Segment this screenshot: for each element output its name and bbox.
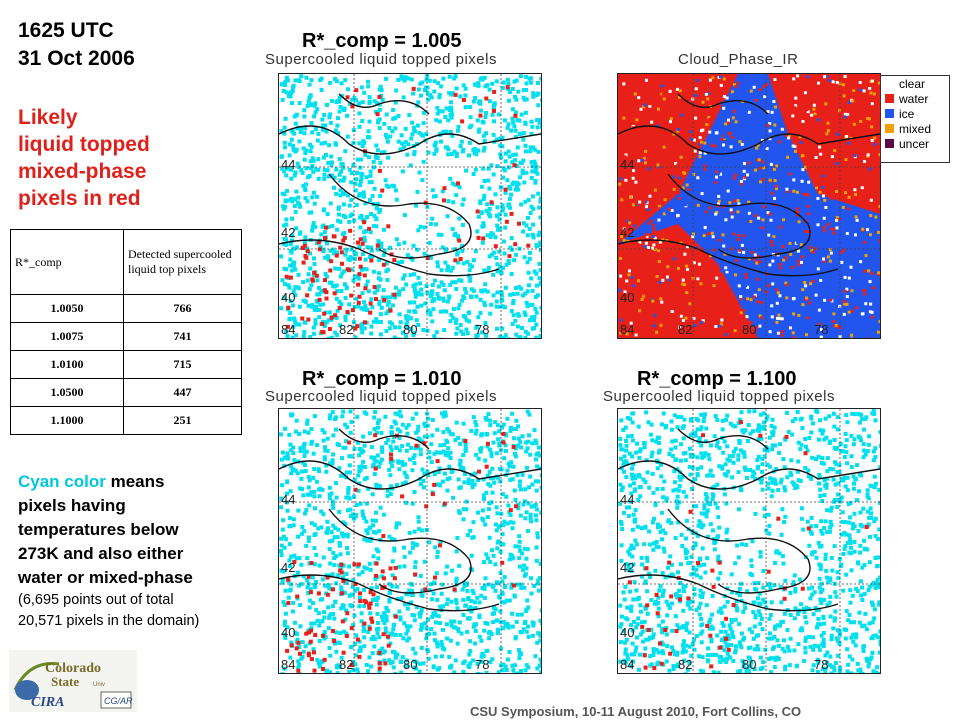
table-cell: 766 <box>123 294 242 323</box>
lat-tick-label: 40 <box>281 625 295 640</box>
lat-tick-label: 44 <box>281 492 295 507</box>
description-line: temperatures below <box>18 520 179 539</box>
lon-tick-label: 82 <box>678 322 692 337</box>
lat-tick-label: 42 <box>620 225 634 240</box>
table-row: 1.1000 251 <box>10 406 242 435</box>
legend-swatch <box>885 109 894 118</box>
lat-tick-label: 40 <box>620 290 634 305</box>
results-table: R*_comp Detected supercooled liquid top … <box>10 229 242 435</box>
panel-1-subtitle: Supercooled liquid topped pixels <box>265 51 497 68</box>
description-line: pixels having <box>18 496 126 515</box>
panel-2-subtitle: Cloud_Phase_IR <box>678 51 799 68</box>
logo-cira-text: CIRA <box>31 695 64 710</box>
lon-tick-label: 82 <box>678 657 692 672</box>
map-image: 44 42 40 84 82 80 78 <box>279 74 541 338</box>
lon-tick-label: 80 <box>403 657 417 672</box>
description-line: 273K and also either <box>18 544 184 563</box>
legend-item: ice <box>881 106 949 121</box>
legend-item: uncer <box>881 136 949 151</box>
description-line: 20,571 pixels in the domain) <box>18 613 200 629</box>
table-cell: 251 <box>123 406 242 435</box>
legend-label: water <box>899 91 929 106</box>
lon-tick-label: 82 <box>339 657 353 672</box>
lat-tick-label: 40 <box>281 290 295 305</box>
supercooled-map-1005: 44 42 40 84 82 80 78 <box>278 73 542 339</box>
red-caption-line: pixels in red <box>18 187 141 210</box>
red-caption-line: Likely <box>18 106 78 129</box>
lat-tick-label: 42 <box>620 560 634 575</box>
legend-label: clear <box>899 76 926 91</box>
lat-tick-label: 42 <box>281 225 295 240</box>
legend-swatch <box>885 79 894 88</box>
logo-cg-text: CG/AR <box>104 696 133 706</box>
table-row: 1.0075 741 <box>10 322 242 351</box>
table-cell: 1.0050 <box>10 294 124 323</box>
university-logo: Colorado State Univ CIRA CG/AR <box>9 650 137 712</box>
lon-tick-label: 78 <box>475 657 489 672</box>
lon-tick-label: 84 <box>620 322 634 337</box>
red-caption-line: liquid topped <box>18 133 150 156</box>
panel-1-label: R*_comp = 1.005 <box>302 30 462 52</box>
table-header-cell: Detected supercooled liquid top pixels <box>123 229 242 295</box>
table-row: 1.0100 715 <box>10 350 242 379</box>
cyan-word: Cyan color <box>18 472 106 491</box>
legend-swatch <box>885 124 894 133</box>
logo-icon: Colorado State Univ CIRA CG/AR <box>9 650 137 712</box>
lon-tick-label: 82 <box>339 322 353 337</box>
time-label: 1625 UTC <box>18 19 114 42</box>
legend-item: water <box>881 91 949 106</box>
table-cell: 447 <box>123 378 242 407</box>
lat-tick-label: 42 <box>281 560 295 575</box>
supercooled-map-1010: 44 42 40 84 82 80 78 <box>278 408 542 674</box>
panel-4-label: R*_comp = 1.100 <box>637 368 797 390</box>
cloud-phase-map: 44 42 40 84 82 80 78 <box>617 73 881 339</box>
table-cell: 1.0500 <box>10 378 124 407</box>
map-image: 44 42 40 84 82 80 78 <box>279 409 541 673</box>
legend-label: ice <box>899 106 915 121</box>
lon-tick-label: 78 <box>814 322 828 337</box>
red-caption-line: mixed-phase <box>18 160 147 183</box>
description-line: (6,695 points out of total <box>18 592 174 608</box>
table-cell: 1.0100 <box>10 350 124 379</box>
description-line: water or mixed-phase <box>18 568 193 587</box>
table-header-row: R*_comp Detected supercooled liquid top … <box>10 229 242 295</box>
lat-tick-label: 40 <box>620 625 634 640</box>
cyan-description: Cyan color means pixels having temperatu… <box>18 470 258 632</box>
lat-tick-label: 44 <box>620 492 634 507</box>
lon-tick-label: 84 <box>620 657 634 672</box>
table-cell: 715 <box>123 350 242 379</box>
table-header-cell: R*_comp <box>10 229 124 295</box>
panel-3-subtitle: Supercooled liquid topped pixels <box>265 388 497 405</box>
supercooled-map-1100: 44 42 40 84 82 80 78 <box>617 408 881 674</box>
legend-label: mixed <box>899 121 932 136</box>
lon-tick-label: 78 <box>814 657 828 672</box>
legend-item: clear <box>881 76 949 91</box>
lon-tick-label: 78 <box>475 322 489 337</box>
legend-swatch <box>885 94 894 103</box>
lon-tick-label: 84 <box>281 657 295 672</box>
lon-tick-label: 84 <box>281 322 295 337</box>
legend-item: mixed <box>881 121 949 136</box>
description-line: means <box>105 472 165 491</box>
lat-tick-label: 44 <box>620 157 634 172</box>
footer-text: CSU Symposium, 10-11 August 2010, Fort C… <box>470 704 802 719</box>
table-cell: 1.1000 <box>10 406 124 435</box>
legend-label: uncer <box>899 136 930 151</box>
lon-tick-label: 80 <box>742 322 756 337</box>
legend-swatch <box>885 139 894 148</box>
table-cell: 1.0075 <box>10 322 124 351</box>
lon-tick-label: 80 <box>742 657 756 672</box>
map-image: 44 42 40 84 82 80 78 <box>618 74 880 338</box>
lat-tick-label: 44 <box>281 157 295 172</box>
map-image: 44 42 40 84 82 80 78 <box>618 409 880 673</box>
panel-3-label: R*_comp = 1.010 <box>302 368 462 390</box>
red-caption: Likely liquid topped mixed-phase pixels … <box>18 104 150 212</box>
lon-tick-label: 80 <box>403 322 417 337</box>
panel-4-subtitle: Supercooled liquid topped pixels <box>603 388 835 405</box>
table-cell: 741 <box>123 322 242 351</box>
cloud-phase-legend: clear water ice mixed uncer <box>880 75 950 163</box>
table-row: 1.0500 447 <box>10 378 242 407</box>
table-row: 1.0050 766 <box>10 294 242 323</box>
date-label: 31 Oct 2006 <box>18 47 135 70</box>
